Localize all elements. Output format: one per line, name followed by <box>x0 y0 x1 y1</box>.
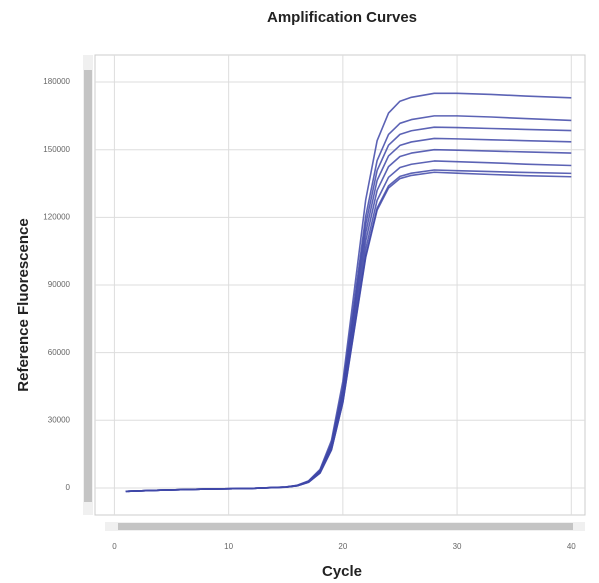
y-tick-label: 120000 <box>43 212 70 221</box>
y-tick-label: 180000 <box>43 77 70 86</box>
x-tick-label: 20 <box>338 542 347 551</box>
x-tick-label: 10 <box>224 542 233 551</box>
scroll-thumb[interactable] <box>84 70 92 502</box>
y-tick-label: 90000 <box>48 280 71 289</box>
scroll-thumb[interactable] <box>118 523 573 530</box>
y-tick-label: 150000 <box>43 145 70 154</box>
y-axis-title: Reference Fluorescence <box>15 218 32 391</box>
v-scrollbar[interactable] <box>83 55 93 515</box>
amplification-curve <box>125 171 572 493</box>
x-tick-label: 0 <box>112 542 117 551</box>
chart-title: Amplification Curves <box>267 9 417 26</box>
y-tick-label: 30000 <box>48 415 71 424</box>
h-scrollbar[interactable] <box>105 522 585 531</box>
y-tick-label: 60000 <box>48 348 71 357</box>
y-tick-label: 0 <box>66 483 71 492</box>
x-tick-label: 30 <box>453 542 462 551</box>
x-tick-label: 40 <box>567 542 576 551</box>
x-axis-title: Cycle <box>322 563 362 580</box>
